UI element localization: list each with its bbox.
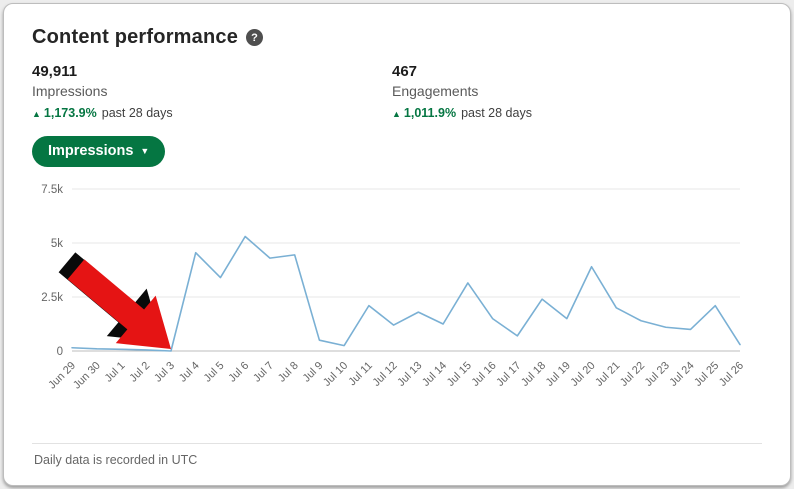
- x-tick-label: Jul 1: [103, 360, 128, 385]
- y-tick-label: 5k: [51, 238, 63, 250]
- engagements-label: Engagements: [392, 83, 479, 99]
- x-tick-label: Jul 7: [251, 360, 276, 385]
- x-tick-label: Jul 20: [568, 360, 597, 389]
- impressions-stat: 49,911 Impressions ▲ 1,173.9% past 28 da…: [32, 63, 392, 120]
- x-tick-label: Jul 23: [643, 360, 672, 389]
- chart-line: [71, 235, 741, 352]
- y-tick-label: 0: [57, 346, 63, 358]
- x-tick-label: Jul 25: [692, 360, 721, 389]
- x-tick-label: Jul 6: [226, 360, 251, 385]
- x-tick-label: Jul 18: [519, 360, 548, 389]
- engagements-change-percent: 1,011.9%: [403, 106, 457, 120]
- impressions-value: 49,911: [32, 63, 78, 80]
- x-tick-label: Jul 3: [152, 360, 177, 385]
- chevron-down-icon: ▼: [140, 146, 150, 156]
- x-tick-label: Jul 10: [321, 360, 350, 389]
- metric-dropdown-label: Impressions: [48, 143, 134, 159]
- x-tick-label: Jul 17: [494, 360, 523, 389]
- page-title: Content performance: [32, 26, 239, 48]
- footer-note: Daily data is recorded in UTC: [32, 443, 762, 473]
- x-tick-label: Jul 8: [276, 360, 301, 385]
- x-tick-label: Jul 12: [371, 360, 400, 389]
- stats-row: 49,911 Impressions ▲ 1,173.9% past 28 da…: [32, 63, 762, 120]
- x-tick-label: Jun 30: [71, 360, 103, 392]
- help-icon[interactable]: ?: [246, 29, 264, 46]
- y-tick-label: 2.5k: [41, 292, 63, 304]
- x-tick-label: Jul 13: [395, 360, 424, 389]
- x-tick-label: Jul 26: [717, 360, 746, 389]
- impressions-change-percent: 1,173.9%: [43, 106, 97, 120]
- annotation-arrow: [67, 259, 171, 349]
- x-tick-label: Jul 14: [420, 360, 449, 389]
- trend-up-icon: ▲: [32, 109, 41, 119]
- header: Content performance ?: [32, 26, 762, 49]
- impressions-change-period: past 28 days: [101, 106, 173, 120]
- y-tick-label: 7.5k: [41, 184, 63, 196]
- metric-dropdown-button[interactable]: Impressions ▼: [32, 136, 166, 167]
- x-tick-label: Jul 4: [177, 360, 202, 385]
- x-tick-label: Jul 15: [445, 360, 474, 389]
- x-tick-label: Jul 5: [202, 360, 227, 385]
- x-tick-label: Jul 16: [469, 360, 498, 389]
- chart-area[interactable]: 0 2.5k 5k 7.5k Jun 29 Jun 30 Jul 1 Jul 2 Jul 3 Ju…: [32, 177, 762, 414]
- engagements-stat: 467 Engagements ▲ 1,011.9% past 28 days: [392, 63, 752, 120]
- x-tick-label: Jul 2: [127, 360, 152, 385]
- x-tick-label: Jul 22: [618, 360, 647, 389]
- impressions-label: Impressions: [32, 83, 108, 99]
- impressions-change: ▲ 1,173.9% past 28 days: [32, 106, 392, 120]
- x-tick-label: Jul 21: [593, 360, 622, 389]
- engagements-change: ▲ 1,011.9% past 28 days: [392, 106, 752, 120]
- x-tick-label: Jul 11: [346, 360, 375, 389]
- engagements-change-period: past 28 days: [461, 106, 532, 120]
- engagements-value: 467: [392, 63, 418, 80]
- x-tick-label: Jul 24: [667, 360, 696, 389]
- content-performance-card: Content performance ? 49,911 Impressions…: [3, 3, 791, 486]
- trend-up-icon: ▲: [392, 109, 401, 119]
- x-tick-label: Jul 19: [544, 360, 573, 389]
